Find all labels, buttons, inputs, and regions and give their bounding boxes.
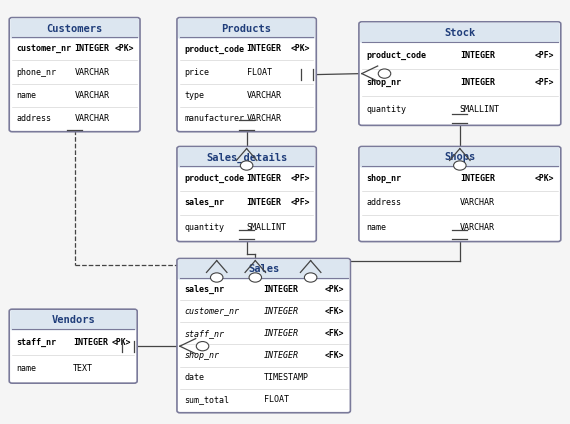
Text: Shops: Shops — [444, 153, 475, 162]
Text: Sales: Sales — [248, 265, 279, 274]
FancyBboxPatch shape — [178, 259, 349, 279]
Text: INTEGER: INTEGER — [264, 307, 299, 316]
Text: quantity: quantity — [184, 223, 225, 232]
Text: product_code: product_code — [184, 45, 245, 53]
Text: VARCHAR: VARCHAR — [75, 91, 109, 100]
Text: phone_nr: phone_nr — [17, 67, 56, 76]
Text: INTEGER: INTEGER — [264, 285, 299, 294]
Text: INTEGER: INTEGER — [73, 338, 108, 346]
Text: SMALLINT: SMALLINT — [460, 105, 500, 114]
Text: product_code: product_code — [184, 174, 245, 183]
Text: INTEGER: INTEGER — [460, 174, 495, 183]
Text: INTEGER: INTEGER — [264, 329, 299, 338]
Text: <FK>: <FK> — [325, 351, 344, 360]
Text: VARCHAR: VARCHAR — [460, 198, 495, 207]
Text: <PF>: <PF> — [291, 174, 310, 183]
FancyBboxPatch shape — [178, 148, 315, 167]
Text: INTEGER: INTEGER — [75, 45, 109, 53]
Text: staff_nr: staff_nr — [17, 338, 56, 346]
Text: INTEGER: INTEGER — [247, 45, 282, 53]
Text: INTEGER: INTEGER — [460, 78, 495, 87]
Text: <FK>: <FK> — [325, 329, 344, 338]
Circle shape — [378, 69, 391, 78]
Text: <PK>: <PK> — [114, 45, 134, 53]
Text: sales_nr: sales_nr — [184, 198, 225, 207]
FancyBboxPatch shape — [359, 22, 561, 126]
Text: staff_nr: staff_nr — [184, 329, 225, 338]
Text: TEXT: TEXT — [73, 363, 93, 373]
Text: customer_nr: customer_nr — [17, 45, 72, 53]
Text: <PF>: <PF> — [535, 78, 555, 87]
Text: manufacturer: manufacturer — [184, 114, 245, 123]
Text: <PK>: <PK> — [111, 338, 131, 346]
Text: FLOAT: FLOAT — [264, 395, 288, 404]
Text: VARCHAR: VARCHAR — [460, 223, 495, 232]
FancyBboxPatch shape — [360, 148, 560, 167]
Text: TIMESTAMP: TIMESTAMP — [264, 373, 309, 382]
Text: <PK>: <PK> — [291, 45, 310, 53]
Text: customer_nr: customer_nr — [184, 307, 239, 316]
Text: Sales_details: Sales_details — [206, 152, 287, 163]
Text: Products: Products — [222, 24, 272, 33]
FancyBboxPatch shape — [177, 147, 316, 242]
FancyBboxPatch shape — [9, 18, 140, 132]
FancyBboxPatch shape — [359, 147, 561, 242]
Text: product_code: product_code — [367, 51, 426, 60]
Text: Vendors: Vendors — [51, 315, 95, 325]
Text: VARCHAR: VARCHAR — [75, 67, 109, 76]
Text: <PK>: <PK> — [535, 174, 555, 183]
Text: INTEGER: INTEGER — [247, 174, 282, 183]
Text: shop_nr: shop_nr — [184, 351, 219, 360]
Text: INTEGER: INTEGER — [247, 198, 282, 207]
Text: price: price — [184, 67, 209, 76]
FancyBboxPatch shape — [178, 19, 315, 39]
Text: name: name — [17, 91, 36, 100]
Text: Stock: Stock — [444, 28, 475, 38]
FancyBboxPatch shape — [177, 18, 316, 132]
Circle shape — [210, 273, 223, 282]
Text: sales_nr: sales_nr — [184, 285, 225, 294]
Text: date: date — [184, 373, 205, 382]
Text: VARCHAR: VARCHAR — [75, 114, 109, 123]
Text: shop_nr: shop_nr — [367, 174, 401, 183]
Circle shape — [241, 161, 253, 170]
FancyBboxPatch shape — [9, 309, 137, 383]
Text: address: address — [367, 198, 401, 207]
Text: FLOAT: FLOAT — [247, 67, 272, 76]
Circle shape — [196, 341, 209, 351]
FancyBboxPatch shape — [10, 310, 136, 330]
FancyBboxPatch shape — [360, 22, 560, 43]
Text: Customers: Customers — [47, 24, 103, 33]
Text: <PF>: <PF> — [291, 198, 310, 207]
Text: <PF>: <PF> — [535, 51, 555, 60]
Circle shape — [454, 161, 466, 170]
Text: name: name — [17, 363, 36, 373]
Text: <PK>: <PK> — [325, 285, 344, 294]
Text: address: address — [17, 114, 52, 123]
Text: shop_nr: shop_nr — [367, 78, 401, 87]
Text: VARCHAR: VARCHAR — [247, 114, 282, 123]
Text: type: type — [184, 91, 205, 100]
Text: name: name — [367, 223, 386, 232]
FancyBboxPatch shape — [10, 19, 139, 39]
Circle shape — [304, 273, 317, 282]
Text: SMALLINT: SMALLINT — [247, 223, 287, 232]
Text: <FK>: <FK> — [325, 307, 344, 316]
Text: quantity: quantity — [367, 105, 406, 114]
Text: INTEGER: INTEGER — [460, 51, 495, 60]
FancyBboxPatch shape — [177, 259, 351, 413]
Text: VARCHAR: VARCHAR — [247, 91, 282, 100]
Circle shape — [249, 273, 262, 282]
Text: sum_total: sum_total — [184, 395, 229, 404]
Text: INTEGER: INTEGER — [264, 351, 299, 360]
